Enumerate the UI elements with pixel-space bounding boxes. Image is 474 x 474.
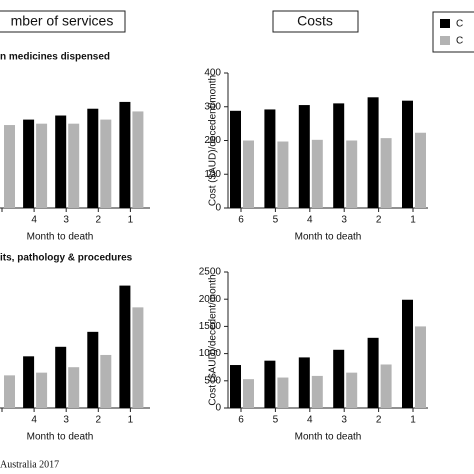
x-tick-label: 3 — [341, 215, 347, 226]
x-tick-label: 2 — [96, 415, 102, 426]
bar — [298, 357, 310, 408]
bar — [264, 109, 276, 208]
bar — [23, 356, 35, 408]
panel-header-box — [0, 10, 126, 33]
bar — [402, 299, 413, 408]
legend-label: C — [456, 19, 463, 30]
y-axis-label: Cost ($AUD)/decedent/month — [208, 274, 219, 405]
x-tick-label: 3 — [63, 215, 69, 226]
bar — [68, 367, 80, 408]
bar — [230, 110, 241, 208]
x-tick-label: 2 — [376, 415, 382, 426]
bar — [415, 132, 426, 208]
x-axis-label: Month to death — [27, 432, 94, 443]
x-tick-label: 4 — [307, 415, 313, 426]
bar — [55, 115, 67, 208]
chart-title: its, pathology & procedures — [0, 253, 133, 264]
x-tick-label: 6 — [238, 215, 244, 226]
bar — [277, 141, 289, 208]
bar — [380, 364, 392, 408]
y-axis-label: Cost ($AUD)/decedent/month — [208, 75, 219, 206]
x-tick-label: 1 — [128, 215, 134, 226]
source-note: Australia 2017 — [0, 459, 59, 470]
chart-title: n medicines dispensed — [0, 52, 110, 63]
y-tick-label: 400 — [204, 68, 221, 79]
bar — [87, 331, 99, 408]
x-tick-label: 1 — [410, 215, 416, 226]
x-tick-label: 3 — [341, 415, 347, 426]
x-tick-label: 2 — [376, 215, 382, 226]
bar — [36, 123, 48, 208]
bar — [333, 349, 345, 408]
bar — [4, 125, 15, 208]
y-tick-label: 1000 — [199, 348, 222, 359]
bar — [243, 140, 254, 208]
x-axis-label: Month to death — [295, 232, 362, 243]
y-tick-label: 1500 — [199, 321, 222, 332]
x-tick-label: 1 — [128, 415, 134, 426]
bar — [346, 140, 358, 208]
x-tick-label: 4 — [31, 415, 37, 426]
panel-header-box — [272, 10, 359, 33]
x-tick-label: 5 — [273, 215, 279, 226]
bar — [55, 346, 67, 408]
bar — [367, 337, 379, 408]
bar — [87, 108, 99, 208]
bar — [402, 100, 413, 208]
bar — [311, 375, 323, 408]
bar — [367, 97, 379, 208]
x-axis-label: Month to death — [27, 232, 94, 243]
bar — [23, 119, 35, 208]
y-tick-label: 100 — [204, 169, 221, 180]
y-tick-label: 500 — [204, 375, 221, 386]
bar — [243, 379, 254, 408]
panel-header: mber of services — [11, 13, 114, 29]
bar — [132, 307, 144, 408]
y-tick-label: 2500 — [199, 267, 222, 278]
x-tick-label: 4 — [31, 215, 37, 226]
y-tick-label: 300 — [204, 101, 221, 112]
bar — [298, 105, 310, 208]
bar — [119, 101, 131, 208]
bar — [100, 354, 112, 408]
bar — [380, 138, 392, 208]
legend-swatch — [440, 36, 450, 45]
y-tick-label: 2000 — [199, 294, 222, 305]
bar — [132, 111, 144, 208]
x-axis-label: Month to death — [295, 432, 362, 443]
bar — [230, 365, 241, 408]
bar — [415, 326, 426, 408]
legend-swatch — [440, 19, 450, 28]
bar — [68, 123, 80, 208]
y-tick-label: 200 — [204, 135, 221, 146]
legend-box — [432, 11, 474, 53]
bar — [100, 119, 112, 208]
x-tick-label: 5 — [273, 415, 279, 426]
bar — [311, 139, 323, 208]
bar — [119, 285, 131, 408]
x-tick-label: 4 — [307, 215, 313, 226]
y-tick-label: 0 — [215, 203, 221, 214]
panel-header: Costs — [297, 13, 333, 29]
bar — [264, 360, 276, 408]
x-tick-label: 6 — [238, 415, 244, 426]
x-tick-label: 3 — [63, 415, 69, 426]
x-tick-label: 2 — [96, 215, 102, 226]
bar — [36, 372, 48, 408]
bar — [346, 372, 358, 408]
bar — [277, 377, 289, 408]
bar — [4, 375, 15, 408]
legend-label: C — [456, 36, 463, 47]
x-tick-label: 1 — [410, 415, 416, 426]
y-tick-label: 0 — [215, 403, 221, 414]
bar — [333, 103, 345, 208]
